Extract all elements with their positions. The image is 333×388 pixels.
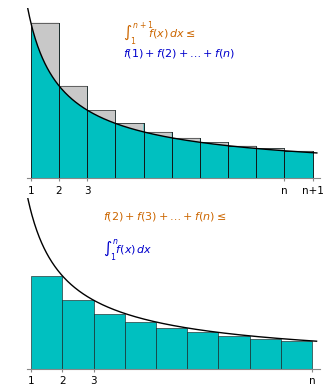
Polygon shape xyxy=(31,23,59,86)
Bar xyxy=(249,339,281,369)
Bar xyxy=(284,151,313,178)
Bar xyxy=(256,149,284,178)
Bar xyxy=(256,149,284,178)
Bar xyxy=(200,142,228,178)
Bar xyxy=(87,110,116,178)
Polygon shape xyxy=(284,151,313,153)
Polygon shape xyxy=(200,142,228,146)
Bar xyxy=(172,138,200,178)
Bar xyxy=(144,132,172,178)
Bar xyxy=(144,132,172,178)
Polygon shape xyxy=(87,110,116,123)
Polygon shape xyxy=(228,146,256,149)
Bar xyxy=(284,151,313,178)
Bar xyxy=(144,132,172,178)
Polygon shape xyxy=(116,123,144,132)
Bar xyxy=(281,341,312,369)
Bar xyxy=(228,146,256,178)
Text: $\int_1^{n}\!f(x)\,dx$: $\int_1^{n}\!f(x)\,dx$ xyxy=(103,237,152,263)
Bar xyxy=(218,336,249,369)
Text: $f(2)+f(3)+\ldots+f(n) \leq$: $f(2)+f(3)+\ldots+f(n) \leq$ xyxy=(103,210,226,223)
Text: $\int_1^{n+1}\!\!f(x)\,dx \leq$: $\int_1^{n+1}\!\!f(x)\,dx \leq$ xyxy=(123,20,196,48)
Bar xyxy=(284,151,313,178)
Bar xyxy=(172,138,200,178)
Bar xyxy=(187,333,218,369)
Bar xyxy=(156,328,187,369)
Bar xyxy=(87,110,116,178)
Bar xyxy=(200,142,228,178)
Bar xyxy=(59,86,87,178)
Bar xyxy=(63,300,94,369)
Bar xyxy=(172,138,200,178)
Polygon shape xyxy=(256,149,284,151)
Bar xyxy=(59,86,87,178)
Bar xyxy=(256,149,284,178)
Bar xyxy=(228,146,256,178)
Bar xyxy=(94,314,125,369)
Polygon shape xyxy=(172,138,200,142)
Bar xyxy=(116,123,144,178)
Bar xyxy=(200,142,228,178)
Bar xyxy=(31,276,63,369)
Bar xyxy=(31,23,59,178)
Polygon shape xyxy=(144,132,172,138)
Text: $f(1)+f(2)+\ldots+f(n)$: $f(1)+f(2)+\ldots+f(n)$ xyxy=(123,47,235,60)
Polygon shape xyxy=(59,86,87,110)
Bar xyxy=(116,123,144,178)
Bar xyxy=(59,86,87,178)
Bar xyxy=(31,23,59,178)
Bar xyxy=(228,146,256,178)
Bar xyxy=(31,23,59,178)
Bar xyxy=(125,322,156,369)
Bar xyxy=(87,110,116,178)
Bar xyxy=(116,123,144,178)
